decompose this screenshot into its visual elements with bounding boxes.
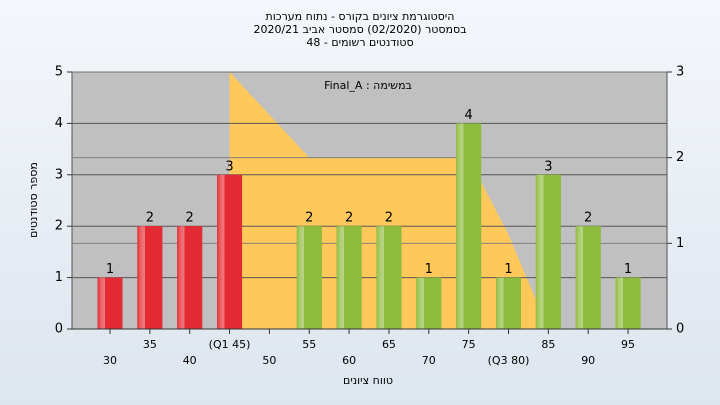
bar xyxy=(575,226,601,329)
bar xyxy=(137,226,163,329)
chart-subtitle: סטודנטים רשומים - 48 xyxy=(306,36,413,49)
bar xyxy=(336,226,362,329)
data-label: 2 xyxy=(305,211,313,226)
y2-tick-label: 0 xyxy=(676,322,684,337)
y2-tick-label: 3 xyxy=(676,65,684,80)
y-tick-label: 5 xyxy=(55,65,63,80)
y-axis-label: מספר סטודנטים xyxy=(27,162,40,238)
x-tick-label: 55 xyxy=(302,338,316,351)
chart-title: היסטוגרמת ציונים בקורס - נתוח מערכות xyxy=(266,10,455,23)
x-tick-label: 60 xyxy=(342,354,356,367)
bar xyxy=(416,277,442,329)
x-tick-label: 40 xyxy=(183,354,197,367)
data-label: 3 xyxy=(225,159,233,174)
data-label: 2 xyxy=(146,211,154,226)
bar xyxy=(97,277,123,329)
y2-tick-label: 1 xyxy=(676,236,684,251)
data-label: 1 xyxy=(624,262,632,277)
y-tick-label: 0 xyxy=(55,322,63,337)
y-tick-label: 2 xyxy=(55,219,63,234)
data-label: 2 xyxy=(345,211,353,226)
data-label: 1 xyxy=(106,262,114,277)
data-label: 1 xyxy=(425,262,433,277)
y-tick-label: 4 xyxy=(55,116,63,131)
data-label: 3 xyxy=(544,159,552,174)
x-tick-label: 65 xyxy=(382,338,396,351)
x-tick-label: (Q1 45) xyxy=(209,338,251,351)
bar xyxy=(376,226,402,329)
bar xyxy=(456,123,482,330)
annotation: Final_A : במשימה xyxy=(324,79,412,92)
data-label: 2 xyxy=(385,211,393,226)
x-tick-label: 50 xyxy=(262,354,276,367)
x-tick-label: (Q3 80) xyxy=(488,354,530,367)
data-label: 2 xyxy=(186,211,194,226)
x-tick-label: 75 xyxy=(462,338,476,351)
data-label: 4 xyxy=(465,108,473,123)
y-tick-label: 1 xyxy=(55,270,63,285)
x-tick-label: 85 xyxy=(541,338,555,351)
x-tick-label: 70 xyxy=(422,354,436,367)
data-label: 1 xyxy=(504,262,512,277)
x-tick-label: 95 xyxy=(621,338,635,351)
x-tick-label: 30 xyxy=(103,354,117,367)
bar xyxy=(615,277,641,329)
bar xyxy=(296,226,322,329)
y-tick-label: 3 xyxy=(55,167,63,182)
x-tick-label: 35 xyxy=(143,338,157,351)
y2-tick-label: 2 xyxy=(676,150,684,165)
bar xyxy=(535,174,561,329)
x-tick-label: 90 xyxy=(581,354,595,367)
bar xyxy=(217,174,243,329)
data-label: 2 xyxy=(584,211,592,226)
bar xyxy=(496,277,521,329)
bar xyxy=(177,226,203,329)
chart-subtitle: בסמסטר (02/2020) סמסטר אביב 2020/21 xyxy=(253,23,466,36)
x-axis-label: טווח ציונים xyxy=(343,374,393,387)
